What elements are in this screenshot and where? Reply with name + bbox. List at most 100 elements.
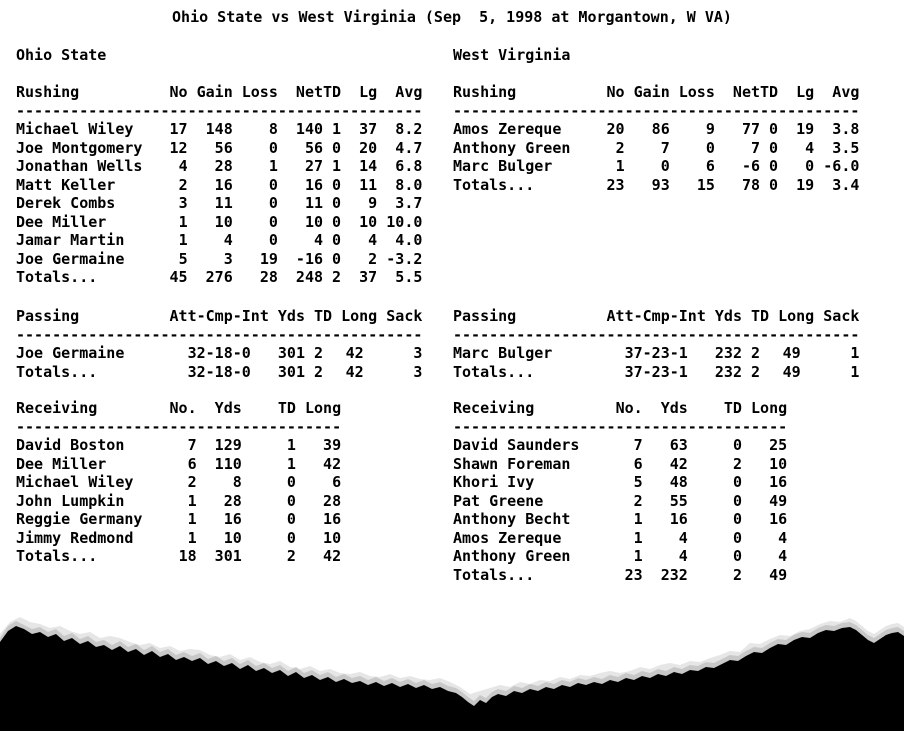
no-cell: 3 [178, 194, 188, 212]
col-td: TD [314, 307, 333, 325]
no-cell: 17 [169, 120, 188, 138]
table-row: Joe Germaine 5 3 19 -16 0 2 -3.2 [16, 250, 422, 269]
col-long: Long [778, 307, 815, 325]
no-cell: 5 [633, 473, 643, 491]
lg-cell: 11 [359, 175, 378, 194]
ohio-state-rushing-table: Rushing No Gain Loss Net TD Lg Avg -----… [16, 83, 422, 287]
gain-cell: 11 [214, 194, 233, 212]
col-yds: Yds [660, 399, 688, 417]
loss-cell: 0 [268, 175, 278, 194]
loss-cell: 19 [259, 249, 278, 268]
col-long: Long [304, 399, 342, 417]
player-name-cell: Jonathan Wells [16, 157, 143, 175]
net-cell: 16 [304, 175, 324, 194]
no-cell: 1 [187, 528, 197, 547]
att-cmp-int-cell: 32-18-0 [187, 344, 251, 362]
table-row: Jimmy Redmond 1 10 0 10 [16, 529, 341, 548]
yds-cell: 232 [714, 362, 742, 381]
table-row: Matt Keller 2 16 0 16 0 11 8.0 [16, 176, 422, 195]
loss-cell: 0 [268, 138, 278, 157]
col-td: TD [323, 83, 342, 101]
net-cell: 140 [295, 120, 324, 138]
td-cell: 0 [332, 194, 342, 212]
long-cell: 16 [769, 473, 788, 491]
divider-row: ----------------------------------------… [453, 102, 859, 121]
ohio-state-receiving-table: Receiving No. Yds TD Long --------------… [16, 399, 341, 566]
team-name-ohio-state: Ohio State [16, 46, 107, 64]
table-row: Jonathan Wells 4 28 1 27 1 14 6.8 [16, 157, 422, 176]
att-cmp-int-cell: 32-18-0 [187, 362, 251, 381]
table-row: Anthony Becht 1 16 0 16 [453, 510, 787, 529]
divider: ----------------------------------------… [16, 101, 423, 120]
yds-cell: 28 [223, 491, 242, 510]
divider: ------------------------------------- [453, 417, 788, 436]
avg-cell: 3.7 [395, 194, 423, 212]
yds-cell: 4 [678, 528, 688, 547]
td-cell: 2 [286, 547, 296, 565]
yds-cell: 110 [214, 454, 242, 473]
td-cell: 2 [314, 344, 324, 362]
player-name-cell: Shawn Foreman [453, 454, 571, 473]
td-cell: 0 [332, 249, 342, 268]
divider-row: ----------------------------------------… [16, 326, 422, 345]
gain-cell: 28 [214, 157, 233, 175]
td-cell: 0 [332, 175, 342, 194]
long-cell: 4 [778, 528, 788, 547]
table-row: Jamar Martin 1 4 0 4 0 4 4.0 [16, 231, 422, 250]
col-no: No [606, 83, 625, 101]
no-cell: 23 [606, 175, 625, 194]
no-cell: 20 [606, 120, 625, 138]
loss-cell: 0 [268, 212, 278, 231]
col-yds: Yds [214, 399, 242, 417]
loss-cell: 0 [268, 194, 278, 212]
long-cell: 4 [778, 547, 788, 565]
td-cell: 0 [769, 175, 779, 194]
lg-cell: 10 [359, 212, 378, 231]
lg-cell: 0 [805, 157, 815, 175]
col-att-cmp-int: Att-Cmp-Int [169, 307, 269, 325]
long-cell: 49 [782, 362, 801, 381]
player-name-cell: Anthony Green [453, 547, 571, 565]
page-title: Ohio State vs West Virginia (Sep 5, 1998… [172, 8, 732, 26]
loss-cell: 9 [705, 120, 715, 138]
loss-cell: 28 [259, 268, 278, 286]
col-long: Long [341, 307, 378, 325]
col-td: TD [760, 83, 779, 101]
net-cell: -6 [741, 157, 761, 175]
td-cell: 2 [732, 565, 742, 584]
td-cell: 0 [769, 138, 779, 157]
gain-cell: 148 [205, 120, 233, 138]
gain-cell: 0 [660, 157, 670, 175]
no-cell: 7 [187, 436, 197, 454]
table-row: Totals... 23 93 15 78 0 19 3.4 [453, 176, 859, 195]
table-row: Marc Bulger 1 0 6 -6 0 0 -6.0 [453, 157, 859, 176]
player-name-cell: Jimmy Redmond [16, 528, 134, 547]
divider: ------------------------------------ [16, 417, 342, 436]
gain-cell: 3 [223, 249, 233, 268]
loss-cell: 8 [268, 120, 278, 138]
player-name-cell: Totals... [16, 362, 98, 381]
loss-cell: 6 [705, 157, 715, 175]
no-cell: 45 [169, 268, 188, 286]
loss-cell: 15 [696, 175, 715, 194]
long-cell: 16 [769, 510, 788, 528]
td-cell: 2 [314, 362, 324, 381]
player-name-cell: Amos Zereque [453, 528, 562, 547]
no-cell: 12 [169, 138, 188, 157]
td-cell: 0 [732, 436, 742, 454]
long-cell: 25 [769, 436, 788, 454]
col-sack: Sack [823, 307, 860, 325]
west-virginia-receiving-table: Receiving No. Yds TD Long --------------… [453, 399, 787, 584]
long-cell: 49 [769, 565, 788, 584]
net-cell: 10 [304, 212, 324, 231]
player-name-cell: Anthony Green [453, 138, 571, 157]
table-row: Joe Montgomery 12 56 0 56 0 20 4.7 [16, 139, 422, 158]
col-lg: Lg [359, 83, 378, 101]
td-cell: 0 [732, 491, 742, 510]
player-name-cell: Reggie Germany [16, 510, 143, 528]
col-rushing: Rushing [16, 83, 80, 101]
long-cell: 42 [345, 362, 364, 381]
player-name-cell: Pat Greene [453, 491, 544, 510]
gain-cell: 4 [223, 231, 233, 249]
player-name-cell: Dee Miller [16, 212, 107, 231]
